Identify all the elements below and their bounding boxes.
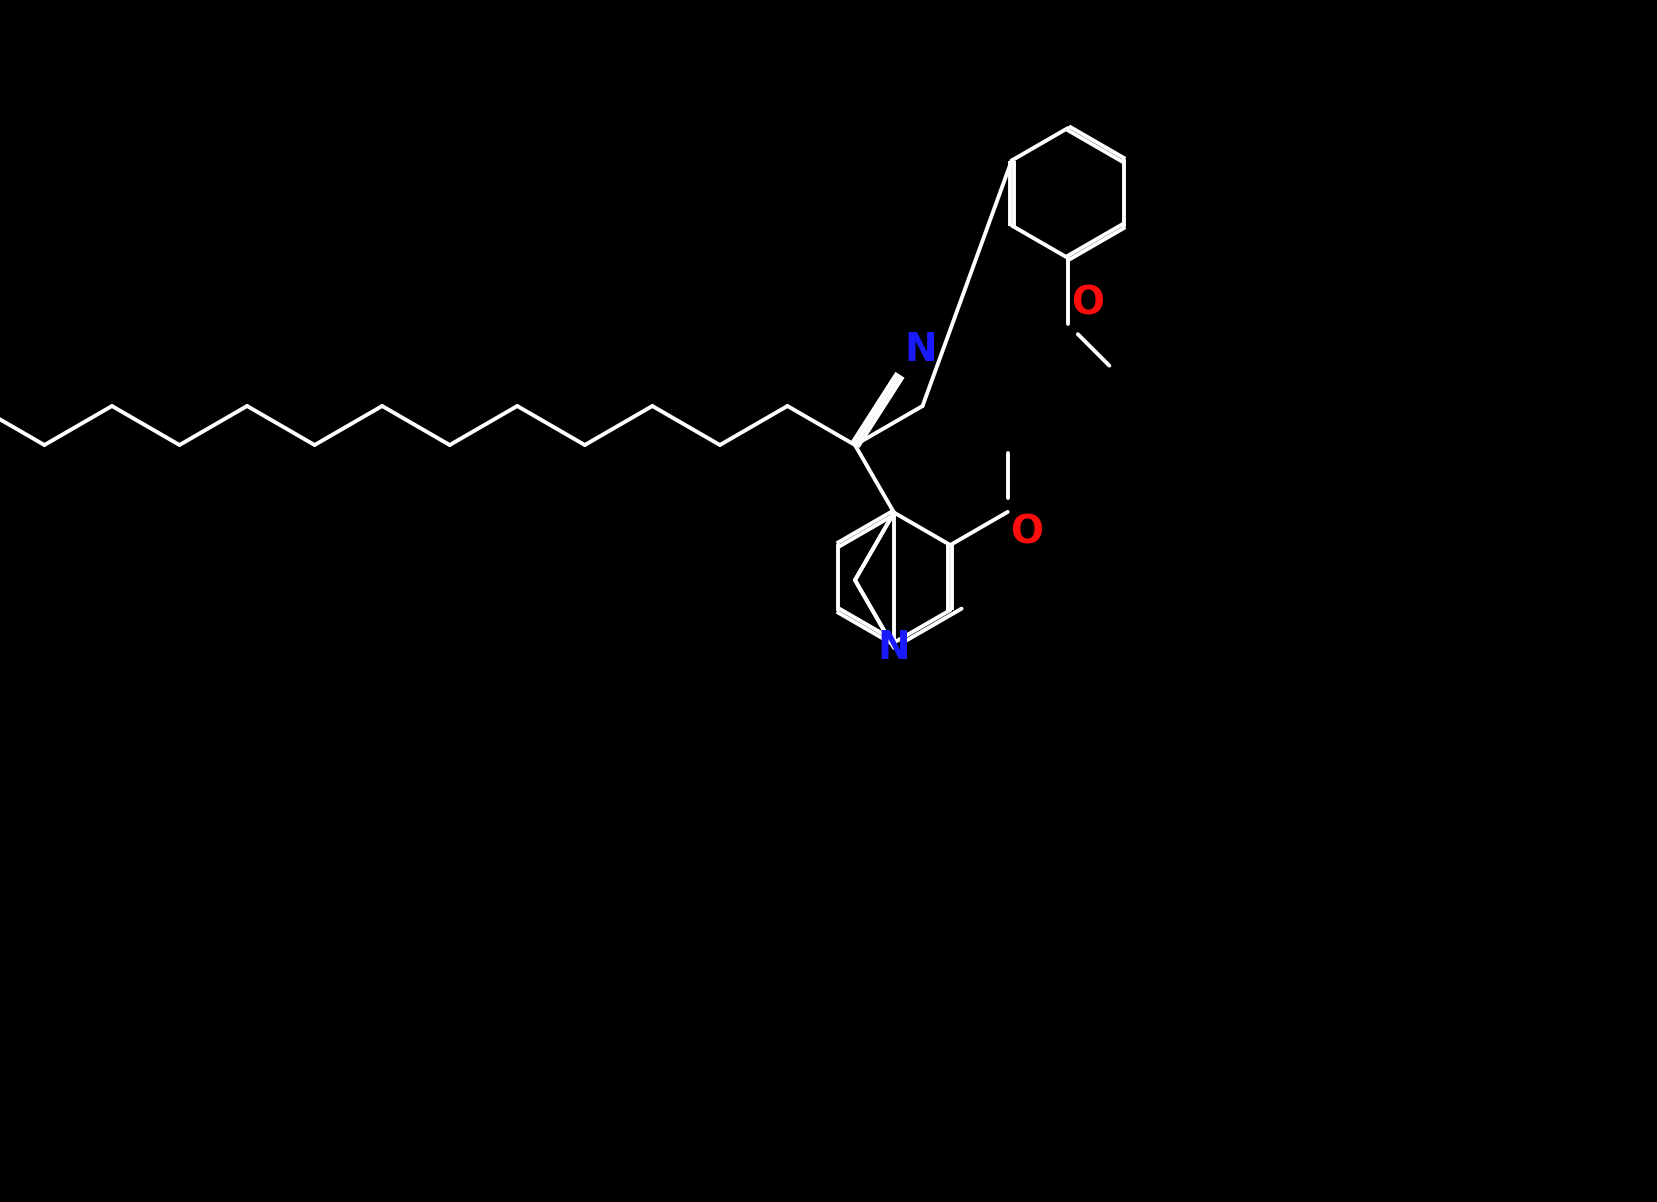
Text: O: O (1009, 514, 1042, 552)
Text: N: N (903, 331, 936, 369)
Text: O: O (1070, 285, 1104, 322)
Text: N: N (877, 629, 910, 667)
